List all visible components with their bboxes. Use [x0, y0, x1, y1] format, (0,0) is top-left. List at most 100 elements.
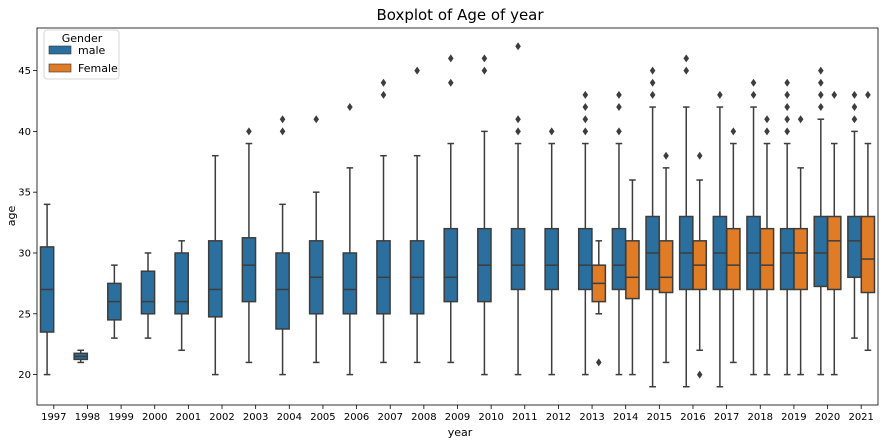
box-male-2008	[409, 66, 425, 364]
box-male-2005	[308, 115, 324, 364]
x-tick-label: 2012	[546, 412, 571, 423]
legend-label-male: male	[78, 44, 106, 57]
outlier-point	[696, 151, 703, 160]
outlier-point	[683, 66, 690, 75]
box-body	[779, 227, 795, 291]
box-body	[793, 227, 808, 291]
box-body	[658, 240, 674, 294]
outlier-point	[414, 66, 420, 75]
outlier-point	[548, 127, 555, 136]
outlier-point	[649, 66, 656, 75]
outlier-point	[797, 115, 804, 124]
x-tick-label: 2010	[478, 412, 503, 423]
y-tick-label: 35	[18, 188, 31, 199]
outlier-point	[818, 66, 824, 75]
box-male-2009	[443, 54, 459, 364]
y-tick-label: 20	[18, 370, 31, 381]
outlier-point	[750, 90, 757, 99]
outlier-point	[717, 90, 723, 99]
outlier-point	[818, 90, 824, 99]
legend-label-female: Female	[78, 62, 118, 75]
box-body	[174, 252, 189, 315]
outlier-point	[764, 127, 770, 136]
box-male-2014	[611, 90, 627, 376]
box-male-2012	[544, 127, 560, 376]
outlier-point	[595, 358, 602, 367]
box-male-2010	[477, 54, 492, 376]
box-male-2004	[275, 115, 290, 376]
x-tick-label: 2019	[781, 412, 806, 423]
box-male-2002	[207, 154, 223, 376]
box-body	[544, 227, 560, 291]
x-tick-label: 2006	[344, 412, 369, 423]
x-tick-label: 1998	[75, 412, 100, 423]
outlier-point	[380, 78, 387, 87]
box-body	[625, 240, 640, 300]
outlier-point	[750, 78, 757, 87]
legend: Gender male Female	[43, 29, 120, 80]
box-body	[726, 227, 741, 291]
outlier-point	[784, 127, 790, 136]
box-body	[847, 215, 862, 279]
box-male-1999	[107, 264, 122, 339]
box-body	[140, 270, 156, 315]
box-series	[39, 42, 876, 388]
outlier-point	[764, 115, 770, 124]
box-body	[342, 252, 358, 315]
x-tick-label: 2021	[848, 412, 873, 423]
y-tick-label: 25	[18, 309, 31, 320]
y-tick-label: 45	[18, 66, 31, 77]
outlier-point	[481, 54, 488, 63]
chart-title: Boxplot of Age of year	[376, 6, 544, 24]
outlier-point	[663, 151, 669, 160]
box-body	[275, 252, 290, 330]
box-male-2001	[174, 240, 189, 352]
y-axis-label: age	[5, 206, 18, 227]
outlier-point	[865, 90, 871, 99]
box-female-2020	[826, 90, 842, 376]
outlier-point	[784, 90, 790, 99]
x-axis-label: year	[448, 426, 473, 439]
box-male-2006	[342, 103, 358, 376]
box-male-2021	[847, 90, 862, 339]
box-body	[577, 227, 593, 291]
x-tick-label: 2009	[445, 412, 470, 423]
outlier-point	[279, 127, 286, 136]
x-tick-label: 2000	[142, 412, 167, 423]
x-tick-label: 2020	[815, 412, 840, 423]
box-male-2016	[678, 54, 694, 388]
box-body	[826, 215, 842, 291]
outlier-point	[683, 54, 690, 63]
box-male-1997	[39, 203, 55, 376]
x-tick-label: 2004	[277, 412, 302, 423]
outlier-point	[831, 90, 838, 99]
x-tick-label: 2017	[714, 412, 739, 423]
outlier-point	[347, 103, 353, 112]
legend-title: Gender	[62, 32, 103, 45]
x-tick-label: 2011	[512, 412, 537, 423]
box-male-2007	[376, 78, 391, 364]
outlier-point	[649, 78, 656, 87]
outlier-point	[696, 370, 703, 379]
x-tick-label: 2014	[613, 412, 638, 423]
box-body	[443, 227, 459, 303]
outlier-point	[279, 115, 286, 124]
outlier-point	[616, 127, 622, 136]
outlier-point	[851, 90, 858, 99]
x-tick-label: 2007	[377, 412, 402, 423]
legend-swatch-female	[48, 63, 72, 73]
box-male-2000	[140, 252, 156, 339]
y-axis: 20 25 30 35 40 45	[18, 66, 37, 381]
box-body	[510, 227, 526, 291]
box-female-2021	[860, 90, 876, 352]
box-female-2016	[692, 151, 708, 379]
x-tick-label: 2016	[680, 412, 705, 423]
box-female-2014	[625, 179, 640, 376]
box-female-2019	[793, 115, 808, 376]
box-male-1998	[73, 349, 89, 364]
x-tick-label: 2013	[579, 412, 604, 423]
outlier-point	[851, 115, 858, 124]
outlier-point	[447, 54, 454, 63]
box-male-2018	[746, 78, 761, 376]
